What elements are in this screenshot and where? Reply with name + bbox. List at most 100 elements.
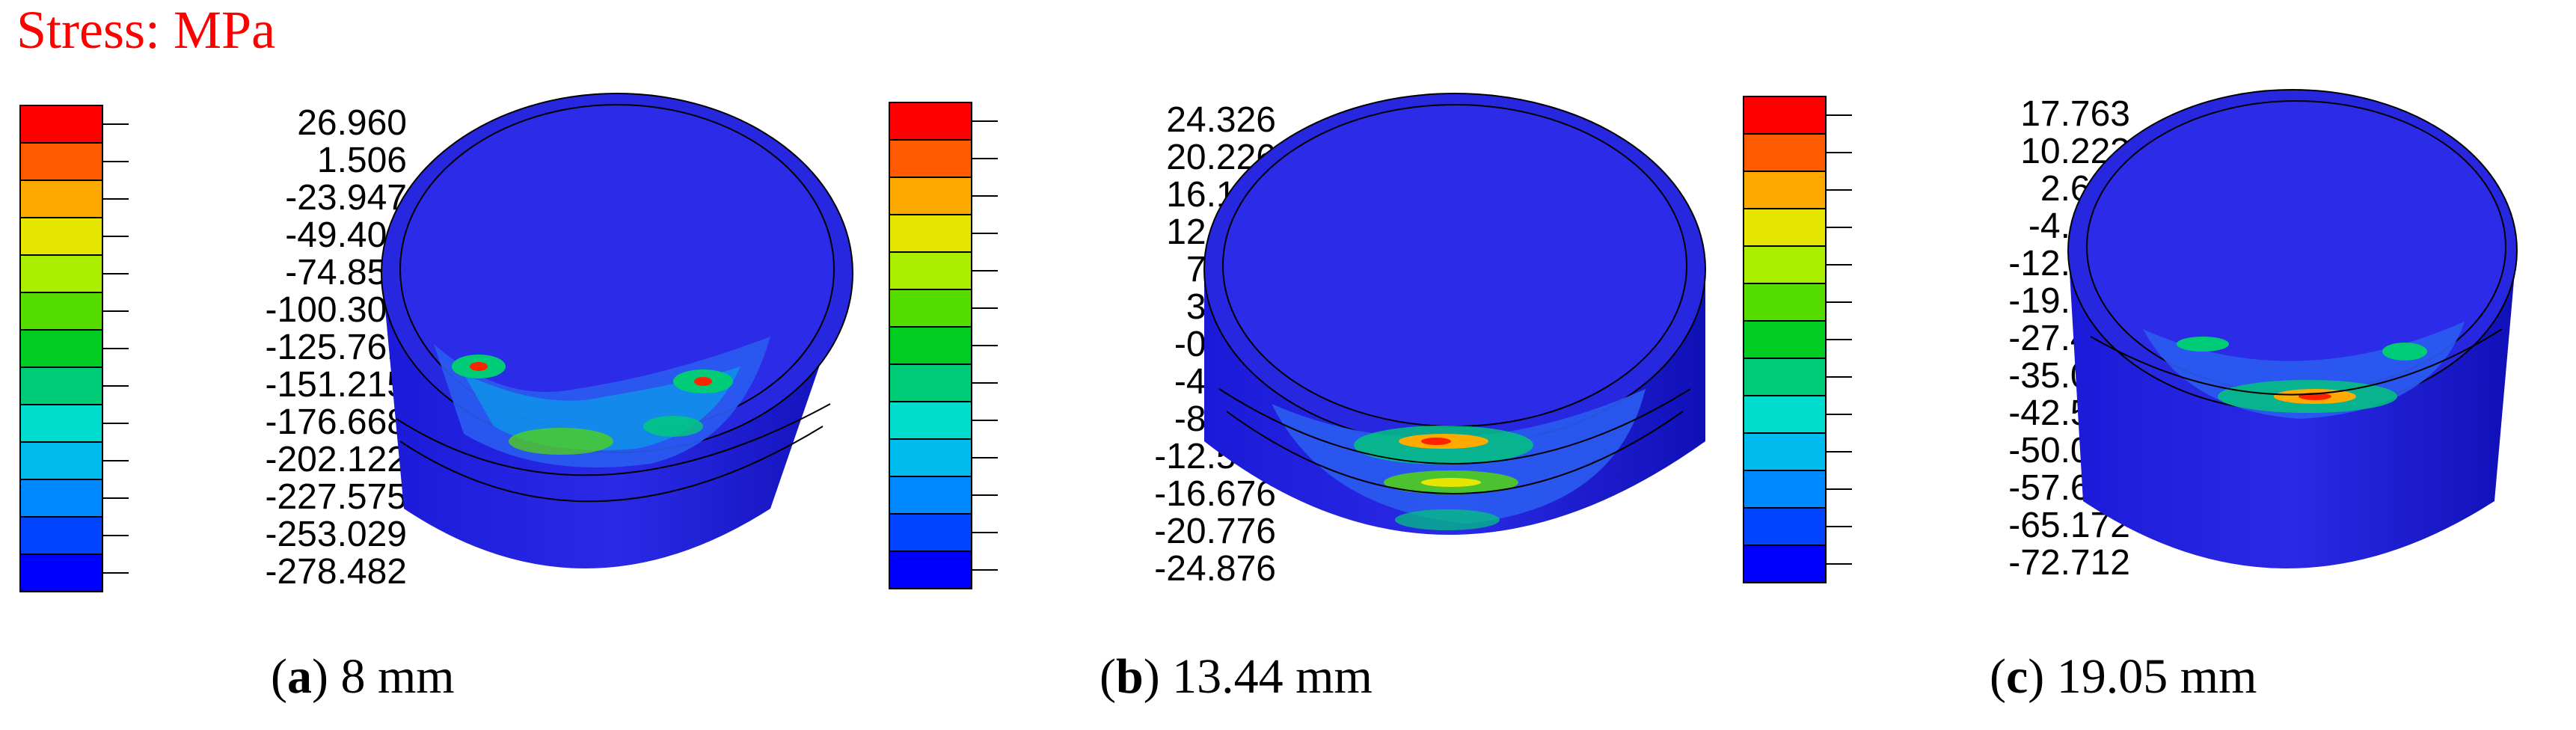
- caption-a: (a) 8 mm: [271, 649, 455, 704]
- stress-contour-model-a: [381, 93, 853, 568]
- legend-value: -125.761: [265, 328, 408, 367]
- legend-tick: [1827, 301, 1852, 303]
- legend-tick: [1827, 451, 1852, 453]
- legend-tick: [103, 460, 129, 461]
- legend-tick: [972, 494, 998, 496]
- legend-value: 24.326: [1166, 100, 1276, 140]
- legend-swatch: [889, 139, 972, 178]
- legend-tick: [103, 198, 129, 200]
- legend-swatch: [19, 479, 103, 518]
- legend-tick: [972, 345, 998, 346]
- legend-tick: [1827, 376, 1852, 378]
- legend-value: -20.776: [1154, 512, 1276, 551]
- legend-swatch: [1743, 245, 1827, 284]
- color-legend-c: 17.76310.2232.684-4.856-12.395-19.935-27…: [1743, 96, 2130, 583]
- legend-tick: [972, 307, 998, 309]
- color-legend-b: 24.32620.22616.12612.0267.9263.825-0.275…: [889, 102, 1276, 589]
- legend-tick: [1827, 227, 1852, 228]
- stress-unit-title: Stress: MPa: [16, 0, 276, 60]
- legend-tick: [103, 236, 129, 237]
- caption-c: (c) 19.05 mm: [1990, 649, 2257, 704]
- legend-tick: [1827, 563, 1852, 565]
- legend-swatch: [19, 329, 103, 368]
- legend-swatch: [1743, 171, 1827, 209]
- legend-swatch: [1743, 395, 1827, 434]
- legend-tick: [103, 310, 129, 312]
- legend-tick: [972, 569, 998, 571]
- legend-swatch: [1743, 133, 1827, 172]
- legend-swatch: [889, 326, 972, 365]
- legend-tick: [972, 420, 998, 421]
- legend-swatch: [19, 105, 103, 144]
- legend-swatch: [19, 217, 103, 256]
- legend-tick: [103, 161, 129, 162]
- legend-tick: [972, 195, 998, 197]
- legend-tick: [1827, 189, 1852, 191]
- stress-contour-model-b: [1203, 93, 1706, 535]
- legend-swatch: [889, 364, 972, 402]
- legend-value: -16.676: [1154, 474, 1276, 514]
- legend-tick: [1827, 152, 1852, 153]
- legend-value: -24.876: [1154, 549, 1276, 589]
- legend-swatch: [19, 404, 103, 443]
- legend-tick: [103, 572, 129, 574]
- legend-swatch: [889, 102, 972, 141]
- legend-tick: [103, 497, 129, 499]
- legend-tick: [972, 120, 998, 122]
- legend-tick: [1827, 264, 1852, 266]
- legend-swatch: [889, 550, 972, 589]
- legend-tick: [103, 385, 129, 387]
- legend-tick: [103, 423, 129, 424]
- legend-swatch: [19, 142, 103, 181]
- legend-value: -151.215: [265, 365, 408, 405]
- legend-value: -227.575: [265, 477, 408, 517]
- legend-tick: [972, 532, 998, 533]
- legend-tick: [103, 535, 129, 536]
- legend-tick: [103, 348, 129, 349]
- legend-swatch: [889, 513, 972, 552]
- legend-swatch: [889, 251, 972, 290]
- legend-tick: [103, 273, 129, 274]
- legend-swatch: [1743, 208, 1827, 247]
- legend-value: -278.482: [265, 552, 408, 592]
- legend-value: -176.668: [265, 402, 408, 442]
- legend-swatch: [19, 553, 103, 592]
- legend-tick: [972, 457, 998, 458]
- legend-swatch: [19, 180, 103, 218]
- legend-swatch: [19, 254, 103, 293]
- legend-swatch: [889, 438, 972, 477]
- legend-swatch: [19, 516, 103, 555]
- legend-swatch: [19, 366, 103, 405]
- legend-value: -72.712: [2008, 543, 2130, 583]
- legend-tick: [103, 123, 129, 125]
- legend-swatch: [889, 214, 972, 253]
- legend-tick: [1827, 339, 1852, 340]
- legend-value: -202.122: [265, 440, 408, 479]
- legend-swatch: [19, 441, 103, 480]
- legend-tick: [972, 158, 998, 159]
- color-legend-a: 26.960 1.506 -23.947 -49.401 -74.854 -100.308…: [19, 105, 407, 592]
- legend-value: -253.029: [265, 515, 408, 554]
- legend-swatch: [1743, 507, 1827, 546]
- legend-tick: [1827, 526, 1852, 527]
- caption-b: (b) 13.44 mm: [1100, 649, 1373, 704]
- legend-tick: [1827, 488, 1852, 490]
- legend-value: 1.506: [316, 141, 407, 180]
- legend-tick: [972, 270, 998, 272]
- legend-value: 17.763: [2020, 94, 2130, 134]
- legend-swatch: [1743, 358, 1827, 396]
- legend-swatch: [889, 476, 972, 515]
- legend-tick: [972, 382, 998, 384]
- legend-swatch: [889, 177, 972, 215]
- legend-swatch: [889, 289, 972, 328]
- stress-contour-model-c: [2067, 89, 2518, 568]
- legend-swatch: [1743, 432, 1827, 471]
- legend-tick: [972, 233, 998, 234]
- legend-value: 26.960: [297, 103, 407, 143]
- legend-swatch: [19, 292, 103, 331]
- legend-swatch: [1743, 470, 1827, 509]
- legend-swatch: [1743, 283, 1827, 322]
- legend-value: -23.947: [285, 178, 407, 218]
- legend-tick: [1827, 414, 1852, 415]
- legend-swatch: [1743, 96, 1827, 135]
